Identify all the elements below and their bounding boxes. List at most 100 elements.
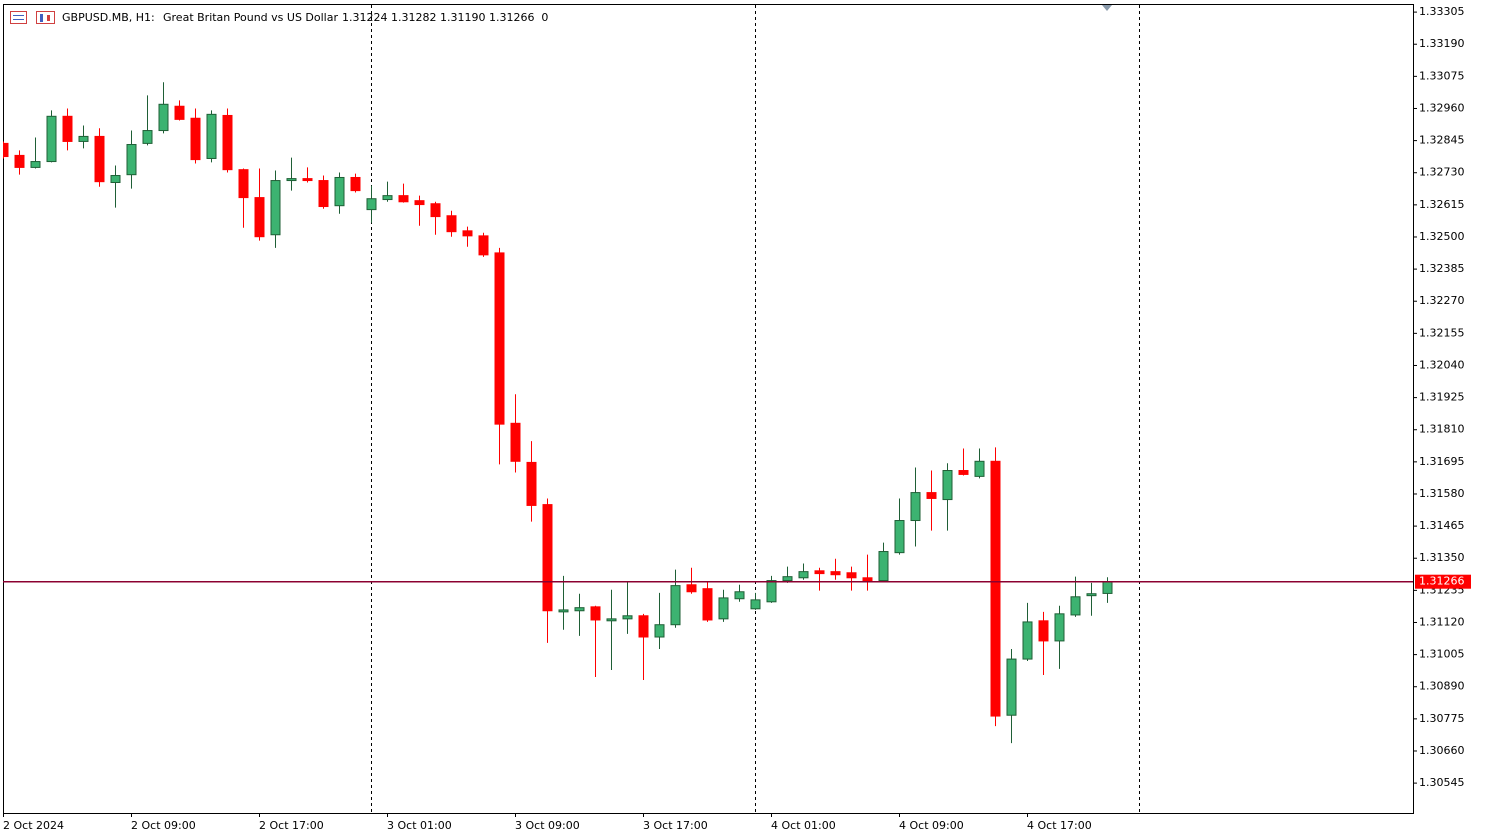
y-tick-label: 1.32155 (1419, 326, 1465, 339)
candle-body (574, 607, 585, 612)
candle-body (1086, 593, 1097, 597)
x-tick-label: 3 Oct 17:00 (643, 819, 708, 832)
candle-body (1038, 620, 1049, 642)
candle-body (590, 606, 601, 621)
candle-body (878, 551, 889, 582)
header-symbol: GBPUSD.MB, H1: (62, 11, 155, 24)
candle-body (1022, 621, 1033, 660)
candle-body (766, 580, 777, 603)
candle-body (222, 114, 233, 171)
candle-body (558, 609, 569, 613)
y-tick-label: 1.33190 (1419, 37, 1465, 50)
candle-body (990, 460, 1001, 717)
candle-body (622, 615, 633, 620)
y-tick-label: 1.32730 (1419, 166, 1465, 179)
candles (3, 82, 1113, 744)
candle-body (350, 176, 361, 192)
y-tick-label: 1.32960 (1419, 101, 1465, 114)
candle-body (718, 597, 729, 620)
y-tick-label: 1.31465 (1419, 519, 1465, 532)
shift-marker (1102, 5, 1112, 11)
period-separators (371, 5, 1140, 813)
candle-body (958, 470, 969, 475)
y-tick-label: 1.31120 (1419, 615, 1465, 628)
y-tick-label: 1.30545 (1419, 776, 1465, 789)
candle-body (302, 178, 313, 182)
candle-body (702, 588, 713, 621)
candle-body (1054, 613, 1065, 642)
x-tick-label: 4 Oct 01:00 (771, 819, 836, 832)
candle-body (78, 135, 89, 142)
candle-body (206, 113, 217, 159)
candle-body (270, 180, 281, 236)
candle-body (190, 117, 201, 161)
x-tick-label: 2 Oct 09:00 (131, 819, 196, 832)
y-tick-label: 1.31810 (1419, 423, 1465, 436)
candle-body (750, 599, 761, 610)
candle-body (798, 571, 809, 579)
candle-body (926, 492, 937, 499)
candle-body (942, 470, 953, 501)
candle-body (846, 572, 857, 579)
x-tick-label: 2 Oct 17:00 (259, 819, 324, 832)
y-tick-label: 1.32040 (1419, 358, 1465, 371)
candle-body (494, 252, 505, 425)
candle-body (542, 504, 553, 612)
current-price-label: 1.31266 (1419, 575, 1465, 588)
candle-body (142, 130, 153, 144)
x-tick-label: 2 Oct 2024 (3, 819, 64, 832)
candle-body (510, 422, 521, 462)
candle-body (478, 235, 489, 256)
y-tick-label: 1.31580 (1419, 487, 1465, 500)
candle-body (910, 492, 921, 522)
y-tick-label: 1.31005 (1419, 648, 1465, 661)
candle-body (94, 135, 105, 183)
candle-body (1102, 581, 1113, 594)
y-tick-label: 1.32615 (1419, 198, 1465, 211)
candle-body (670, 585, 681, 626)
candle-body (446, 215, 457, 233)
candle-body (830, 571, 841, 576)
candle-body (14, 154, 25, 168)
candle-body (46, 115, 57, 163)
candle-body (1006, 658, 1017, 716)
candle-body (862, 577, 873, 582)
candle-body (382, 195, 393, 201)
candle-body (286, 178, 297, 182)
y-tick-label: 1.31350 (1419, 551, 1465, 564)
candle-body (894, 520, 905, 554)
candle-body (974, 460, 985, 477)
candle-body (398, 195, 409, 203)
candle-body (462, 230, 473, 237)
y-tick-label: 1.30890 (1419, 680, 1465, 693)
candle-body (158, 103, 169, 132)
candle-body (3, 142, 9, 158)
icon (36, 11, 55, 24)
x-tick-label: 3 Oct 01:00 (387, 819, 452, 832)
candle-body (366, 198, 377, 211)
candle-body (430, 203, 441, 218)
x-tick-label: 4 Oct 17:00 (1027, 819, 1092, 832)
candle-body (638, 615, 649, 638)
y-tick-label: 1.32385 (1419, 262, 1465, 275)
icon (47, 15, 50, 21)
candle-body (174, 105, 185, 120)
header-quote: 1.31224 1.31282 1.31190 1.31266 0 (342, 11, 548, 24)
y-tick-label: 1.32500 (1419, 230, 1465, 243)
candle-body (782, 576, 793, 582)
y-tick-label: 1.30660 (1419, 744, 1465, 757)
candle-body (62, 115, 73, 142)
icon (10, 11, 27, 24)
candle-body (334, 176, 345, 207)
y-tick-label: 1.32845 (1419, 134, 1465, 147)
y-tick-label: 1.30775 (1419, 712, 1465, 725)
candle-body (606, 618, 617, 622)
y-tick-label: 1.32270 (1419, 294, 1465, 307)
y-tick-label: 1.31695 (1419, 455, 1465, 468)
current-price-box (1415, 574, 1471, 589)
x-tick-label: 3 Oct 09:00 (515, 819, 580, 832)
candle-body (254, 197, 265, 238)
candle-body (686, 584, 697, 593)
